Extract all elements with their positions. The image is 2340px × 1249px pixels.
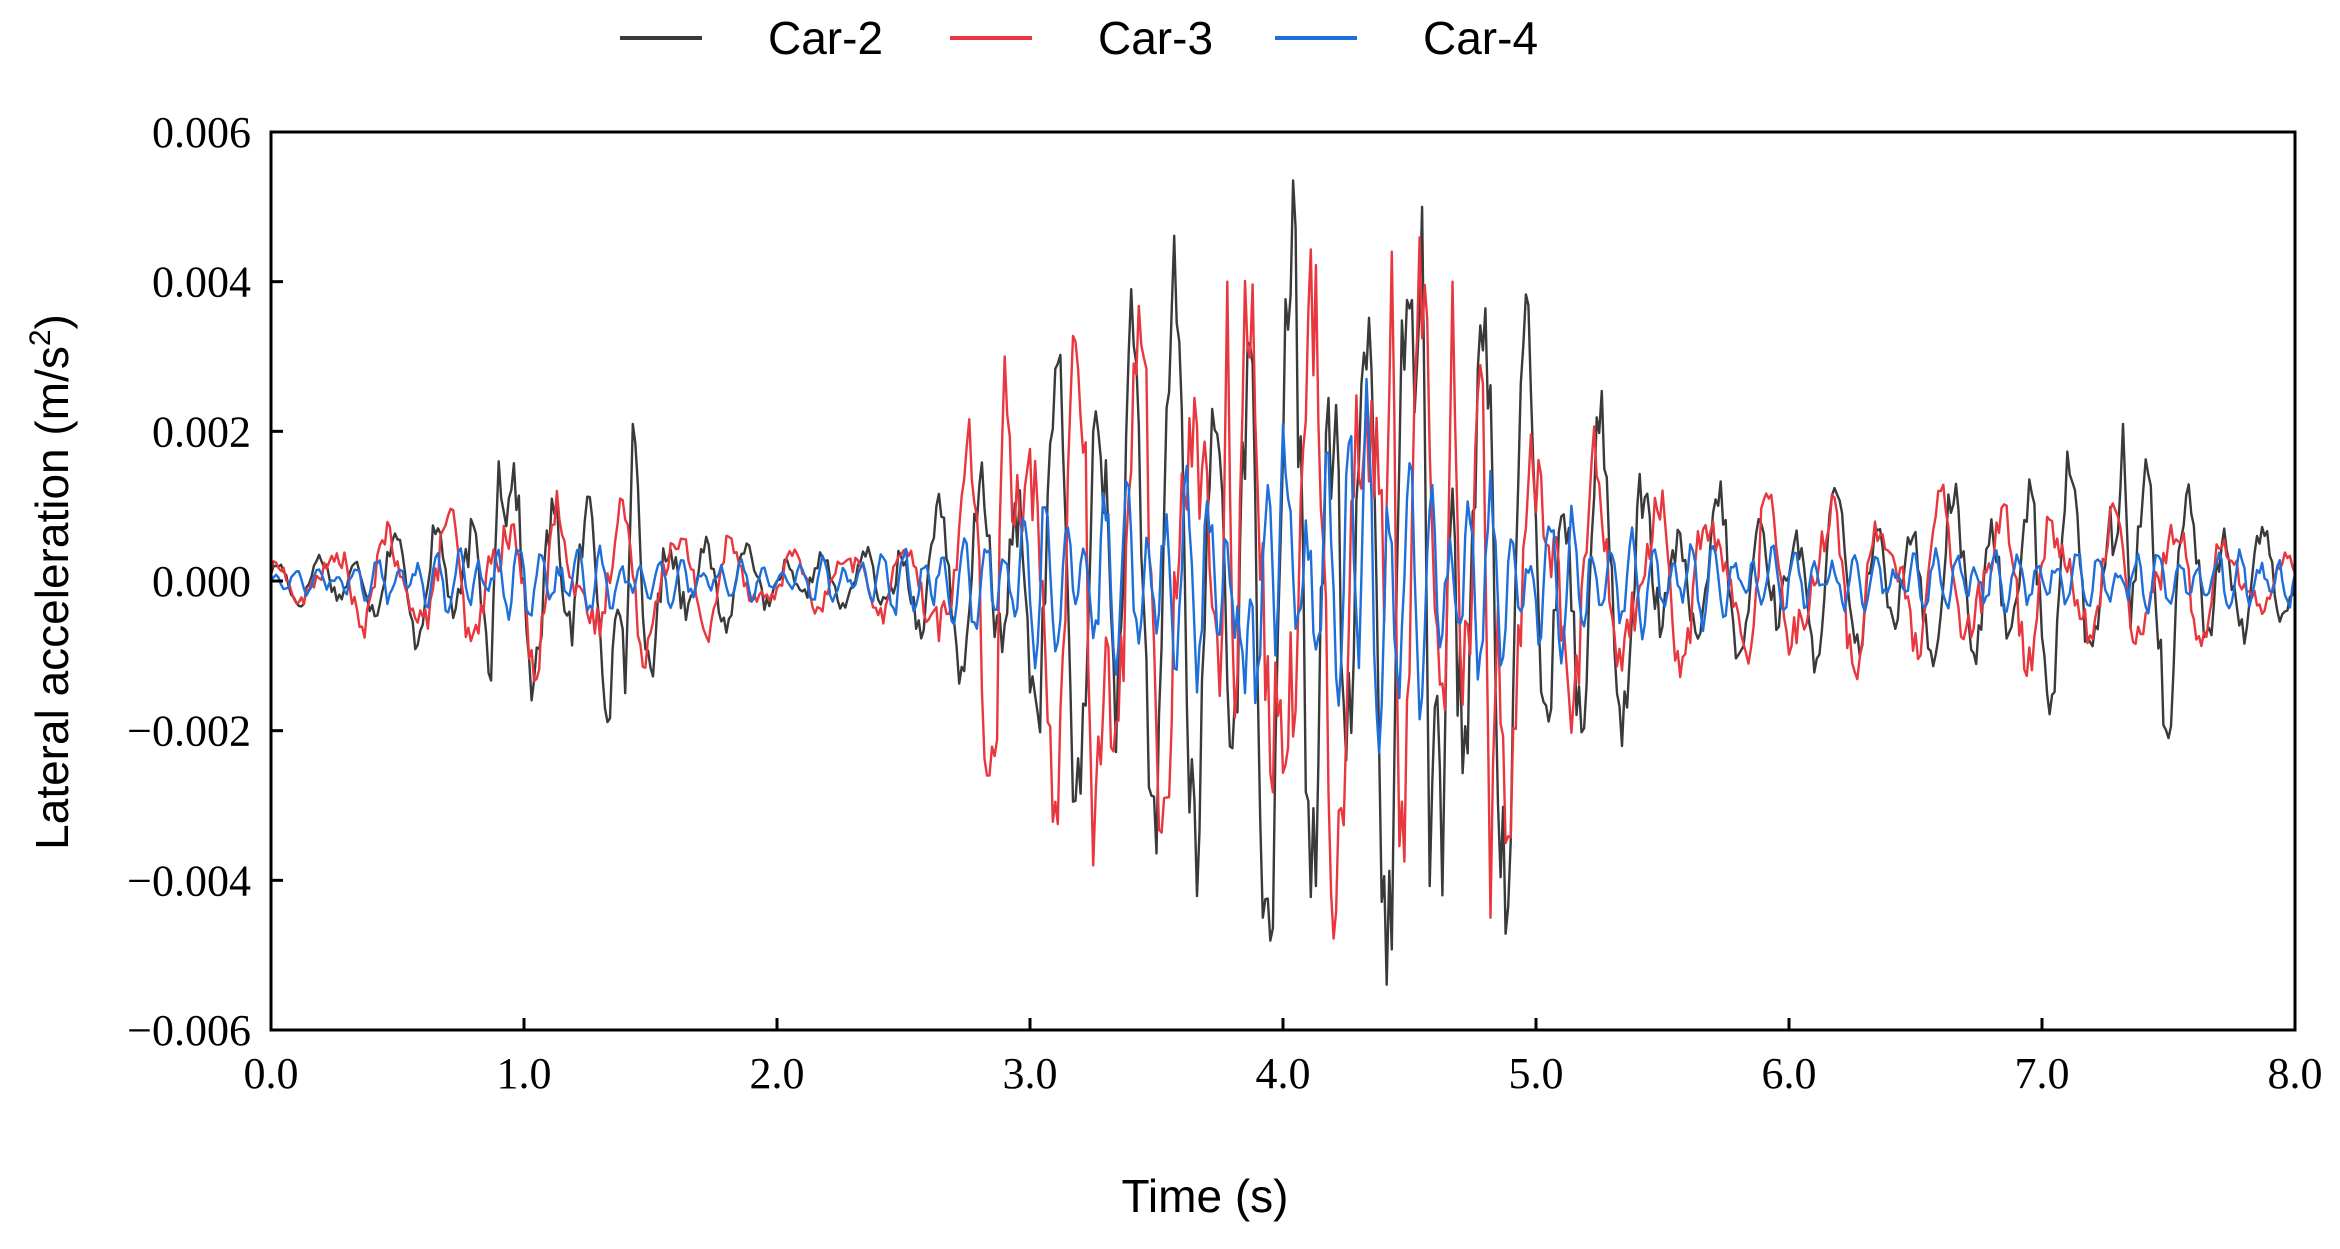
x-tick-label: 3.0 — [1003, 1049, 1058, 1098]
x-axis-title: Time (s) — [1122, 1170, 1289, 1222]
legend-label-car-3: Car-3 — [1098, 12, 1213, 64]
x-tick-label: 2.0 — [750, 1049, 805, 1098]
x-tick-label: 0.0 — [244, 1049, 299, 1098]
series-line-car-4 — [270, 377, 2297, 755]
x-tick-label: 7.0 — [2015, 1049, 2070, 1098]
series-layer — [269, 179, 2297, 986]
plot-frame — [269, 130, 2297, 1032]
y-tick-label: 0.004 — [152, 258, 251, 307]
ticks-layer: 0.0 1.0 2.0 3.0 4.0 5.0 6.0 7.0 8.0 0.006 0.004 0.0… — [127, 108, 2322, 1098]
series-line-car-2 — [269, 179, 2297, 986]
y-tick-label: −0.006 — [127, 1006, 251, 1055]
y-tick-label: −0.002 — [127, 707, 251, 756]
legend-label-car-4: Car-4 — [1423, 12, 1538, 64]
series-line-car-3 — [269, 236, 2297, 940]
x-tick-label: 8.0 — [2268, 1049, 2323, 1098]
x-tick-label: 4.0 — [1256, 1049, 1311, 1098]
legend-label-car-2: Car-2 — [768, 12, 883, 64]
legend: Car-2 Car-3 Car-4 — [620, 12, 1538, 64]
y-tick-label: 0.000 — [152, 557, 251, 606]
x-tick-label: 5.0 — [1509, 1049, 1564, 1098]
y-axis-title: Lateral acceleration (m/s2) — [24, 314, 78, 850]
x-tick-label: 1.0 — [497, 1049, 552, 1098]
y-tick-label: −0.004 — [127, 856, 251, 905]
x-tick-label: 6.0 — [1762, 1049, 1817, 1098]
y-tick-label: 0.002 — [152, 407, 251, 456]
y-tick-label: 0.006 — [152, 108, 251, 157]
